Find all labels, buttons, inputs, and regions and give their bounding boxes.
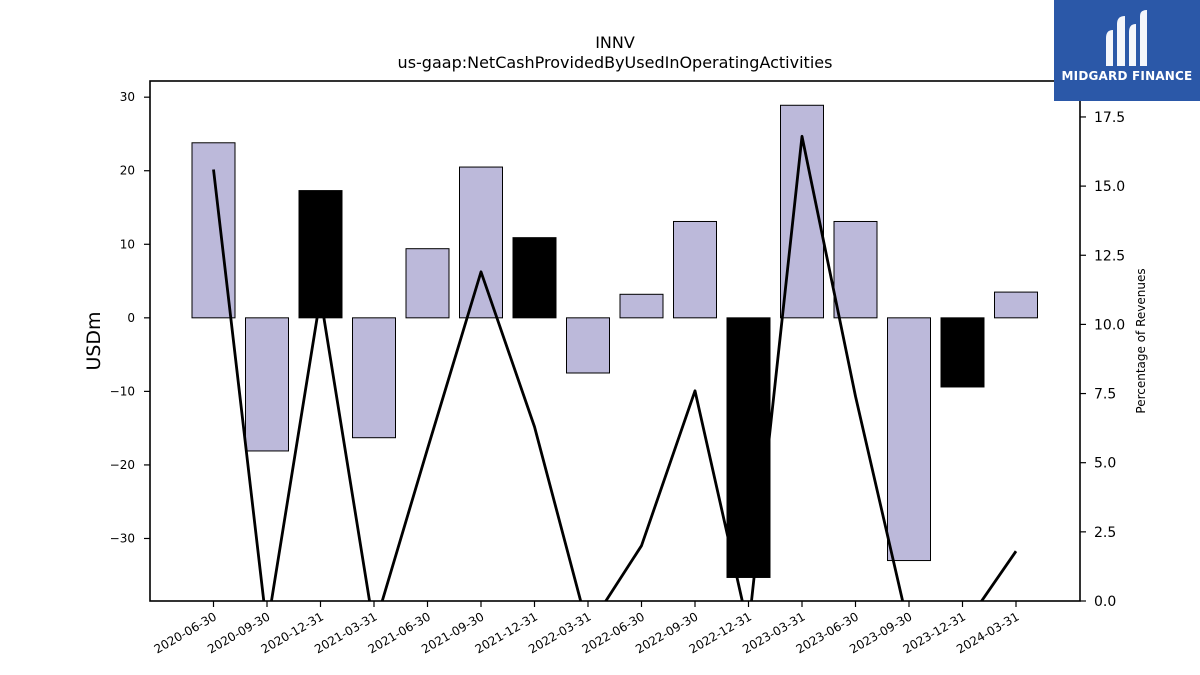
y2-tick-label: 17.5 (1094, 110, 1125, 126)
bar-2021-03-31 (352, 317, 396, 439)
bar-2023-06-30 (833, 220, 878, 319)
line-layer (212, 134, 1018, 601)
bar-2023-09-30 (887, 317, 931, 562)
y-tick-label: 0 (127, 311, 135, 325)
bar-2023-12-31 (940, 317, 985, 388)
y2-tick-label: 10.0 (1094, 317, 1125, 333)
bar-2022-06-30 (619, 293, 664, 319)
y2-tick-label: 0.0 (1094, 594, 1116, 610)
y-tick-label: 30 (120, 90, 135, 104)
bar-2022-03-31 (566, 317, 610, 374)
bar-2020-09-30 (245, 317, 289, 452)
bar-2021-12-31 (512, 237, 557, 319)
y2-tick-label: 5.0 (1094, 456, 1116, 472)
bar-2021-06-30 (405, 248, 450, 319)
y2-tick-label: 2.5 (1094, 525, 1116, 541)
y-axis-label: USDm (83, 311, 105, 370)
y2-tick-label: 12.5 (1094, 248, 1125, 264)
bars-layer (191, 104, 1038, 578)
plot-frame (149, 80, 1081, 602)
logo-mark-icon (1106, 10, 1147, 66)
y2-tick-label: 15.0 (1094, 179, 1125, 195)
y-tick-label: −10 (110, 384, 135, 398)
bar-2022-09-30 (673, 220, 717, 319)
y2-tick-label: 7.5 (1094, 387, 1116, 403)
logo-text: MIDGARD FINANCE (1061, 69, 1193, 83)
y-tick-label: −20 (110, 458, 135, 472)
y-tick-label: 20 (120, 164, 135, 178)
chart-title: INNV (595, 33, 635, 52)
y2-axis-label: Percentage of Revenues (1134, 268, 1148, 413)
bar-2022-12-31 (726, 317, 771, 578)
midgard-finance-logo: MIDGARD FINANCE (1054, 0, 1200, 101)
bar-2024-03-31 (994, 291, 1038, 319)
y-tick-label: 10 (120, 237, 135, 251)
bar-2021-09-30 (459, 166, 503, 319)
percentage-line (212, 134, 1018, 601)
chart-subtitle: us-gaap:NetCashProvidedByUsedInOperating… (398, 53, 833, 72)
y-tick-label: −30 (110, 531, 135, 545)
